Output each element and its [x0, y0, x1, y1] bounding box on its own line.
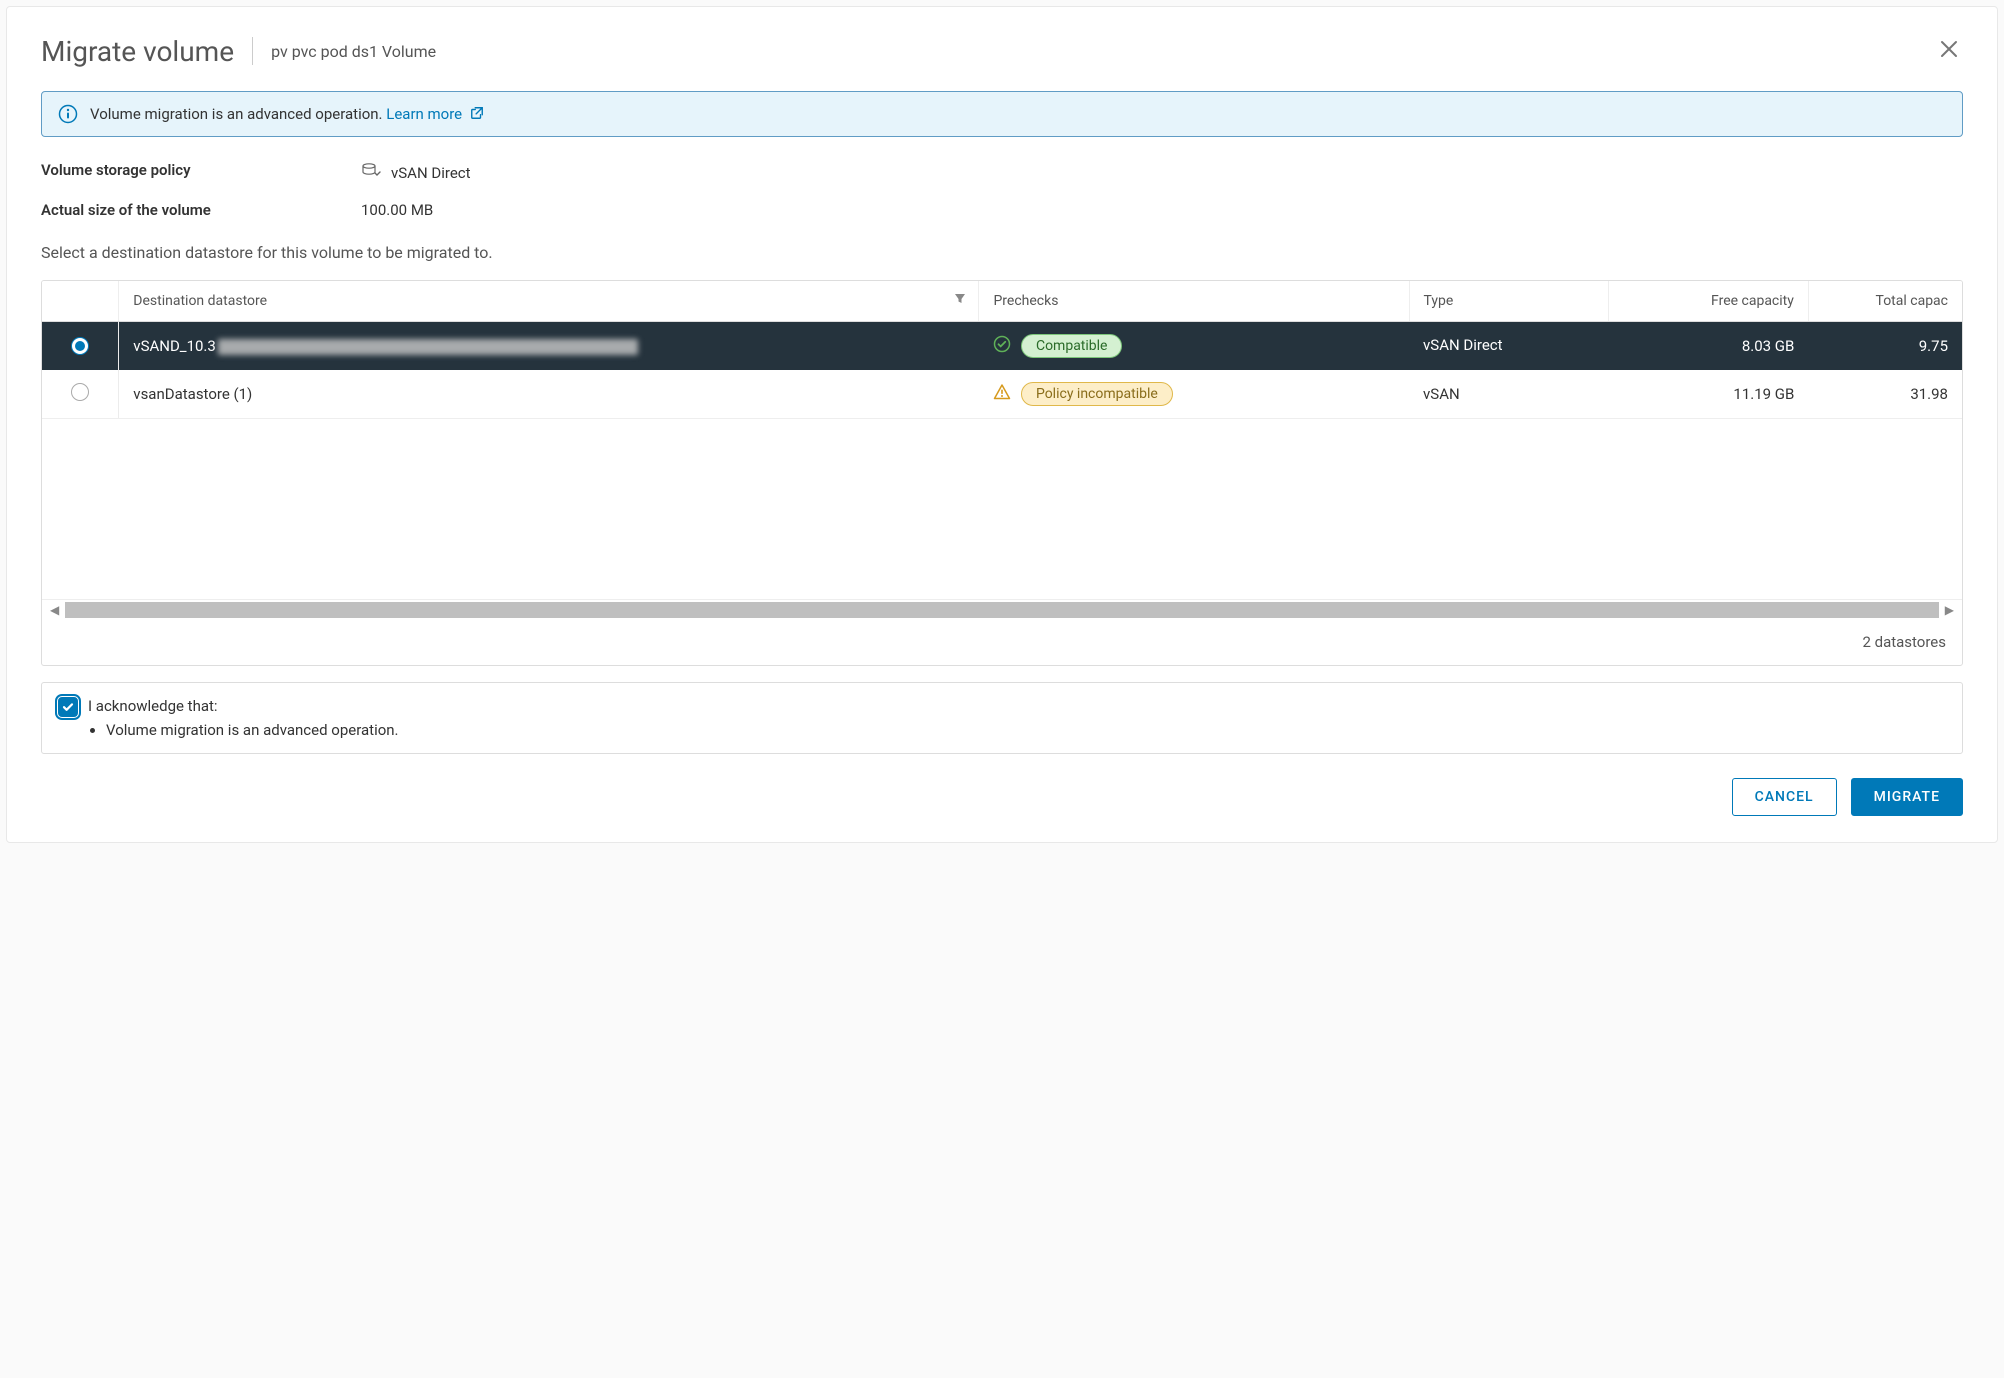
col-header-destination[interactable]: Destination datastore: [119, 281, 979, 322]
learn-more-link[interactable]: Learn more: [386, 105, 484, 123]
close-icon[interactable]: [1935, 33, 1963, 69]
size-label: Actual size of the volume: [41, 201, 361, 219]
policy-value: vSAN Direct: [361, 161, 471, 185]
acknowledge-box: I acknowledge that: Volume migration is …: [41, 682, 1963, 754]
migrate-volume-dialog: Migrate volume pv pvc pod ds1 Volume Vol…: [6, 6, 1998, 843]
dialog-header: Migrate volume pv pvc pod ds1 Volume: [41, 33, 1963, 69]
col-header-prechecks[interactable]: Prechecks: [979, 281, 1409, 322]
acknowledge-label: I acknowledge that:: [88, 697, 218, 715]
info-banner-text: Volume migration is an advanced operatio…: [90, 105, 484, 123]
col-header-free[interactable]: Free capacity: [1609, 281, 1809, 322]
scrollbar-track[interactable]: [65, 602, 1939, 618]
policy-label: Volume storage policy: [41, 161, 361, 185]
table-empty-space: [42, 419, 1962, 599]
col-header-select: [42, 281, 119, 322]
row-radio[interactable]: [71, 383, 89, 401]
size-row: Actual size of the volume 100.00 MB: [41, 201, 1963, 219]
col-header-type[interactable]: Type: [1409, 281, 1609, 322]
policy-value-text: vSAN Direct: [391, 164, 471, 182]
row-type: vSAN Direct: [1409, 322, 1609, 371]
row-free: 8.03 GB: [1609, 322, 1809, 371]
scroll-right-icon[interactable]: ▶: [1941, 603, 1958, 617]
info-icon: [58, 104, 78, 124]
info-banner: Volume migration is an advanced operatio…: [41, 91, 1963, 137]
acknowledge-bullet: Volume migration is an advanced operatio…: [106, 721, 399, 739]
storage-policy-icon: [361, 161, 381, 185]
size-value: 100.00 MB: [361, 201, 433, 219]
table-row[interactable]: vsanDatastore (1) Policy incompatible vS…: [42, 370, 1962, 419]
row-precheck: Compatible: [979, 322, 1409, 371]
instruction-text: Select a destination datastore for this …: [41, 243, 1963, 262]
scroll-left-icon[interactable]: ◀: [46, 603, 63, 617]
migrate-button[interactable]: MIGRATE: [1851, 778, 1963, 816]
row-radio[interactable]: [71, 337, 89, 355]
filter-icon[interactable]: [954, 293, 966, 309]
acknowledge-checkbox[interactable]: [58, 697, 78, 717]
policy-row: Volume storage policy vSAN Direct: [41, 161, 1963, 185]
row-precheck: Policy incompatible: [979, 370, 1409, 419]
row-free: 11.19 GB: [1609, 370, 1809, 419]
datastore-table: Destination datastore Prechecks Type Fre…: [41, 280, 1963, 666]
col-header-total[interactable]: Total capac: [1808, 281, 1962, 322]
info-banner-message: Volume migration is an advanced operatio…: [90, 105, 383, 123]
header-divider: [252, 37, 253, 65]
horizontal-scrollbar[interactable]: ◀ ▶: [42, 599, 1962, 619]
precheck-pill: Compatible: [1021, 334, 1123, 358]
table-header-row: Destination datastore Prechecks Type Fre…: [42, 281, 1962, 322]
warning-icon: [993, 383, 1011, 405]
table-footer: 2 datastores: [42, 619, 1962, 665]
redacted-text: [218, 339, 638, 355]
row-total: 31.98: [1808, 370, 1962, 419]
table-row[interactable]: vSAND_10.3 Compatible vSAN Direct 8.03 G…: [42, 322, 1962, 371]
row-destination: vsanDatastore (1): [119, 370, 979, 419]
acknowledge-text: I acknowledge that: Volume migration is …: [88, 697, 399, 739]
dialog-title: Migrate volume: [41, 35, 252, 68]
dialog-actions: CANCEL MIGRATE: [41, 778, 1963, 816]
row-total: 9.75: [1808, 322, 1962, 371]
row-type: vSAN: [1409, 370, 1609, 419]
check-ok-icon: [993, 335, 1011, 357]
precheck-pill: Policy incompatible: [1021, 382, 1173, 406]
row-destination: vSAND_10.3: [119, 322, 979, 371]
dialog-subtitle: pv pvc pod ds1 Volume: [271, 42, 1935, 61]
cancel-button[interactable]: CANCEL: [1732, 778, 1837, 816]
